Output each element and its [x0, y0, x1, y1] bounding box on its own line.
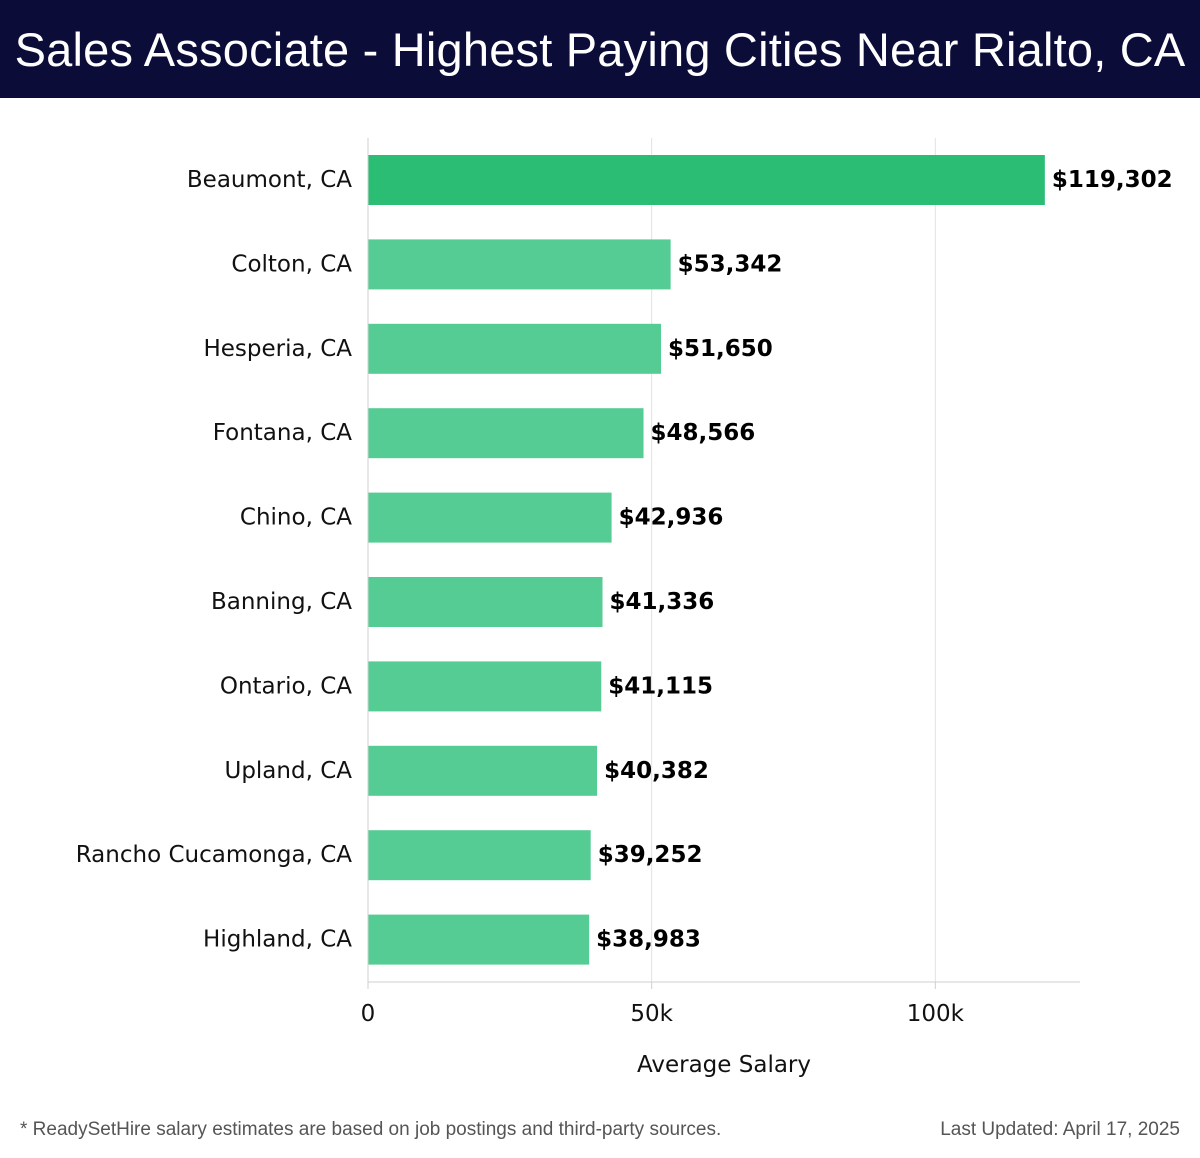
x-tick-label: 100k: [907, 1001, 965, 1027]
category-label: Colton, CA: [231, 251, 352, 277]
bar: [368, 239, 671, 290]
last-updated: Last Updated: April 17, 2025: [940, 1119, 1180, 1140]
category-label: Highland, CA: [203, 927, 352, 953]
bar: [368, 830, 591, 881]
bar: [368, 492, 612, 543]
chart-title: Sales Associate - Highest Paying Cities …: [14, 22, 1186, 76]
category-label: Upland, CA: [224, 758, 352, 784]
category-label: Banning, CA: [211, 589, 352, 615]
value-label: $42,936: [619, 505, 724, 531]
bar: [368, 323, 662, 374]
category-labels: Beaumont, CA Colton, CA Hesperia, CA Fontan…: [76, 167, 353, 953]
bar: [368, 577, 603, 627]
chart-header: Sales Associate - Highest Paying Cities …: [0, 0, 1200, 98]
salary-bar-chart: Beaumont, CA Colton, CA Hesperia, CA Fontan…: [76, 138, 1173, 1078]
bar: [368, 155, 1045, 205]
footer-note: * ReadySetHire salary estimates are base…: [20, 1119, 722, 1140]
category-label: Rancho Cucamonga, CA: [76, 842, 353, 868]
value-label: $51,650: [668, 336, 773, 362]
x-tick-label: 0: [361, 1001, 376, 1027]
value-label: $48,566: [651, 420, 756, 446]
value-label: $40,382: [604, 758, 709, 784]
value-label: $41,115: [608, 673, 713, 699]
category-label: Chino, CA: [240, 505, 352, 531]
value-label: $38,983: [596, 927, 701, 953]
value-label: $39,252: [598, 842, 703, 868]
x-axis-title: Average Salary: [637, 1052, 811, 1078]
value-labels: $119,302 $53,342 $51,650 $48,566 $42,936 $41,…: [596, 167, 1172, 953]
x-axis: 0 50k 100k Average Salary: [361, 138, 1080, 1078]
category-label: Ontario, CA: [220, 673, 352, 699]
category-label: Beaumont, CA: [187, 167, 352, 193]
value-label: $53,342: [678, 251, 783, 277]
category-label: Fontana, CA: [213, 420, 353, 446]
x-tick-label: 50k: [630, 1001, 673, 1027]
bar: [368, 408, 644, 459]
bars: [368, 155, 1045, 965]
bar: [368, 914, 590, 965]
value-label: $119,302: [1052, 167, 1173, 193]
bar: [368, 661, 602, 712]
category-label: Hesperia, CA: [203, 336, 352, 362]
bar: [368, 745, 598, 796]
value-label: $41,336: [610, 589, 715, 615]
